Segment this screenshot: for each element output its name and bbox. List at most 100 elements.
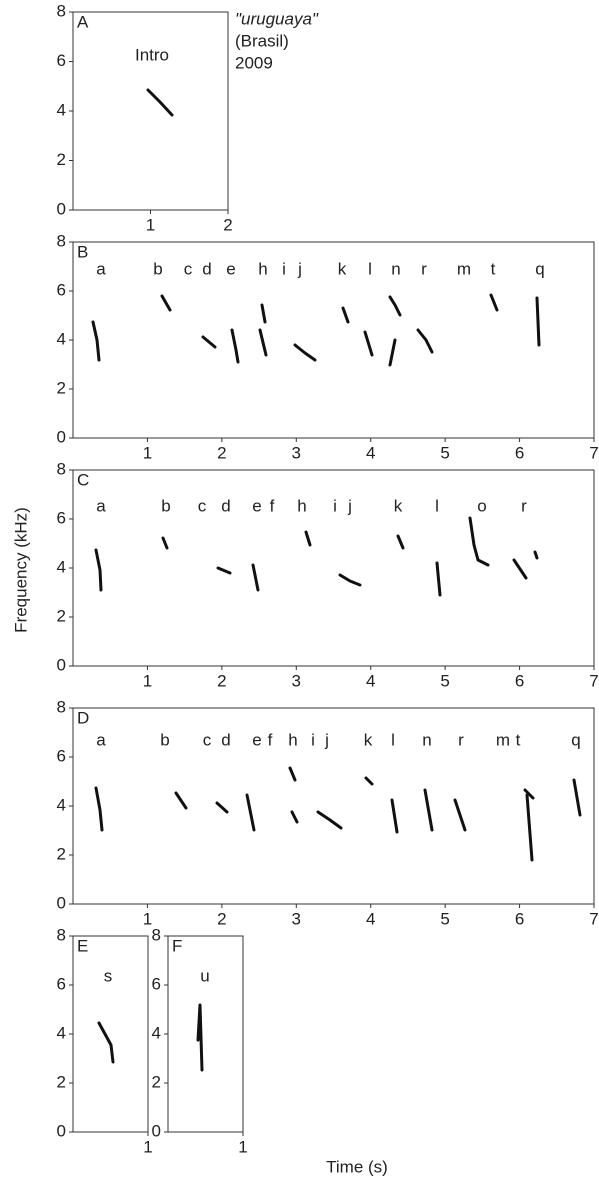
panel-frame (167, 935, 244, 1133)
spectrogram-trace (160, 294, 172, 312)
spectrogram-trace (288, 766, 297, 782)
x-tick-label: 3 (292, 671, 301, 690)
spectrogram-trace (91, 320, 101, 362)
spectrogram-trace (423, 788, 434, 832)
syllable-label: e (226, 259, 235, 278)
y-tick-label: 2 (57, 378, 66, 397)
x-tick-label: 6 (515, 909, 524, 928)
spectrogram-trace (535, 296, 541, 347)
annotation: "uruguaya" (235, 9, 319, 28)
spectrogram-trace (216, 566, 232, 575)
spectrogram-trace (258, 328, 268, 357)
x-tick-label: 1 (146, 215, 155, 234)
syllable-label: f (270, 496, 275, 515)
spectrogram-trace (453, 798, 467, 832)
spectrogram-trace (201, 335, 217, 349)
syllable-label: d (221, 730, 230, 749)
x-tick-label: 7 (589, 671, 598, 690)
x-tick-label: 1 (143, 1137, 152, 1156)
y-tick-label: 8 (57, 459, 66, 478)
panel-label: F (172, 936, 182, 955)
syllable-label: q (571, 730, 580, 749)
panel-label: C (77, 470, 89, 489)
spectrogram-trace (97, 1021, 115, 1064)
spectrogram-trace (364, 776, 374, 786)
panel-label: D (77, 708, 89, 727)
x-tick-label: 5 (440, 671, 449, 690)
x-tick-label: 2 (223, 215, 232, 234)
spectrogram-trace (245, 793, 256, 832)
syllable-label: h (258, 259, 267, 278)
syllable-label: e (252, 730, 261, 749)
syllable-label: s (104, 966, 113, 985)
spectrogram-trace (94, 786, 104, 832)
syllable-label: b (161, 496, 170, 515)
syllable-label: u (200, 966, 209, 985)
y-tick-label: 6 (152, 974, 161, 993)
syllable-label: i (282, 259, 286, 278)
syllable-label: t (516, 730, 521, 749)
syllable-label: l (391, 730, 395, 749)
panel-label: E (77, 936, 88, 955)
y-tick-label: 0 (57, 199, 66, 218)
syllable-label: j (297, 259, 302, 278)
y-tick-label: 4 (57, 1023, 66, 1042)
syllable-label: a (96, 496, 106, 515)
syllable-label: d (221, 496, 230, 515)
panel-frame (72, 11, 229, 211)
y-tick-label: 2 (152, 1072, 161, 1091)
x-tick-label: 1 (143, 909, 152, 928)
panel-label: A (77, 12, 89, 31)
y-tick-label: 6 (57, 974, 66, 993)
y-tick-label: 8 (57, 231, 66, 250)
syllable-label: j (347, 496, 352, 515)
spectrogram-trace (174, 791, 188, 810)
spectrogram-trace (525, 793, 534, 862)
y-tick-label: 4 (57, 795, 66, 814)
syllable-label: q (535, 259, 544, 278)
spectrogram-trace (260, 303, 267, 324)
x-tick-label: 3 (292, 443, 301, 462)
panel-frame (72, 241, 595, 439)
panel-label: B (77, 242, 88, 261)
y-tick-label: 6 (57, 280, 66, 299)
y-tick-label: 8 (152, 925, 161, 944)
x-tick-label: 1 (143, 443, 152, 462)
spectrogram-trace (523, 788, 535, 800)
y-tick-label: 0 (152, 1121, 161, 1140)
spectrogram-trace (388, 295, 402, 317)
y-tick-label: 0 (57, 427, 66, 446)
spectrogram-trace (94, 548, 103, 592)
y-tick-label: 0 (57, 655, 66, 674)
spectrogram-trace (396, 534, 405, 550)
spectrogram-trace (196, 1003, 204, 1072)
syllable-label: t (491, 259, 496, 278)
x-tick-label: 7 (589, 443, 598, 462)
syllable-label: c (198, 496, 207, 515)
y-tick-label: 4 (57, 329, 66, 348)
y-tick-label: 2 (57, 1072, 66, 1091)
syllable-label: h (288, 730, 297, 749)
spectrogram-trace (388, 338, 397, 367)
spectrogram-trace (489, 293, 499, 312)
spectrogram-trace (316, 810, 343, 830)
syllable-label: Intro (135, 45, 169, 64)
syllable-label: d (202, 259, 211, 278)
x-tick-label: 6 (515, 443, 524, 462)
x-axis-label: Time (s) (326, 1157, 388, 1176)
x-tick-label: 2 (217, 443, 226, 462)
y-tick-label: 4 (57, 557, 66, 576)
annotation: (Brasil) (235, 31, 289, 50)
y-tick-label: 8 (57, 1, 66, 20)
syllable-label: k (394, 496, 403, 515)
y-tick-label: 4 (57, 100, 66, 119)
y-tick-label: 2 (57, 150, 66, 169)
syllable-label: c (203, 730, 212, 749)
spectrogram-trace (533, 550, 539, 560)
spectrogram-trace (251, 563, 260, 592)
y-tick-label: 8 (57, 697, 66, 716)
panel-frame (72, 935, 149, 1133)
syllable-label: i (311, 730, 315, 749)
x-tick-label: 3 (292, 909, 301, 928)
